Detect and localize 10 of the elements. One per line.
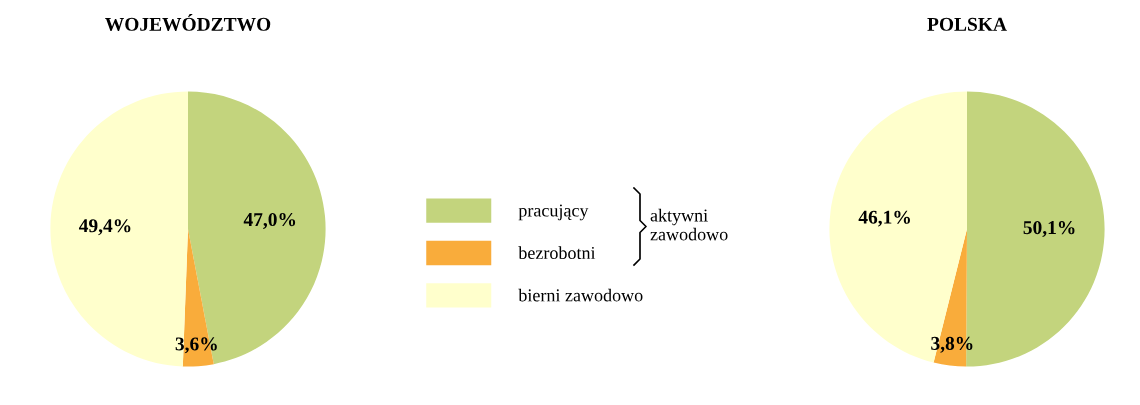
- chart-title: POLSKA: [927, 17, 1007, 31]
- data-label: 49,4%: [78, 219, 131, 236]
- data-label: 46,1%: [858, 210, 910, 227]
- chart-title: WOJEWÓDZTWO: [105, 14, 271, 31]
- legend-label: pracujący: [518, 204, 589, 221]
- text: aktywni zawodowo: [650, 208, 728, 241]
- legend-label: bierni zawodowo: [518, 288, 643, 302]
- data-label: 47,0%: [243, 212, 296, 229]
- legend-label: bezrobotni: [518, 246, 596, 260]
- data-label: 50,1%: [1023, 221, 1075, 237]
